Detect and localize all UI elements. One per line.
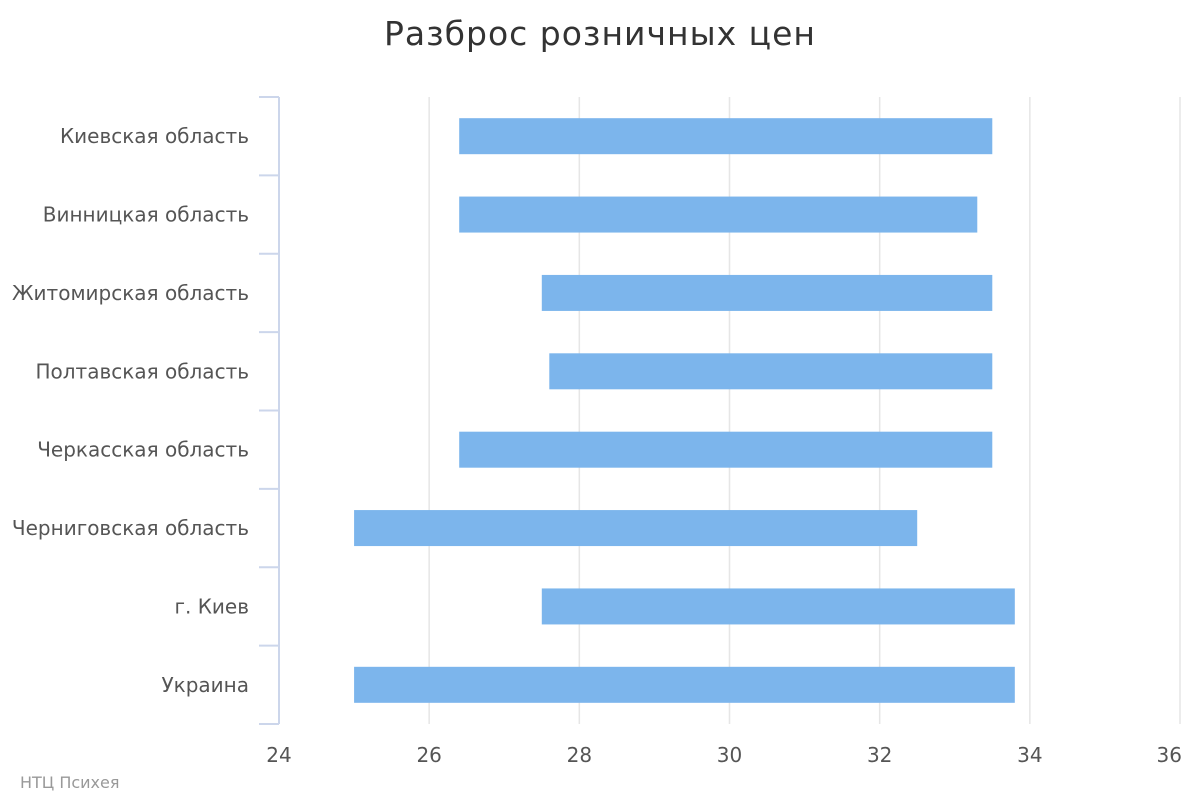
x-tick-label: 32: [867, 743, 892, 767]
category-label: г. Киев: [174, 594, 249, 618]
gridlines: [428, 97, 1181, 724]
category-label: Полтавская область: [35, 359, 249, 383]
category-labels: Киевская область Винницкая область Житомир…: [12, 124, 249, 697]
bar-7[interactable]: [354, 666, 1015, 703]
x-tick-label: 24: [266, 743, 291, 767]
value-axis-ticks: 24 26 28 30 32 34 36: [266, 743, 1182, 767]
bar-5[interactable]: [354, 510, 918, 547]
bar-0[interactable]: [459, 118, 993, 155]
x-tick-label: 36: [1157, 743, 1182, 767]
category-label: Киевская область: [60, 124, 249, 148]
category-label: Украина: [161, 673, 249, 697]
x-tick-label: 30: [717, 743, 742, 767]
category-label: Житомирская область: [12, 281, 249, 305]
category-label: Черкасская область: [37, 438, 249, 462]
x-tick-label: 28: [567, 743, 592, 767]
x-tick-label: 34: [1017, 743, 1042, 767]
category-axis: [259, 96, 280, 725]
bars: [354, 118, 1015, 703]
bar-4[interactable]: [459, 431, 993, 468]
chart-title: Разброс розничных цен: [384, 14, 816, 53]
bar-3[interactable]: [549, 353, 993, 390]
category-label: Винницкая область: [43, 203, 249, 227]
bar-2[interactable]: [541, 274, 993, 311]
bar-1[interactable]: [459, 196, 978, 233]
category-label: Черниговская область: [12, 516, 249, 540]
credits-text[interactable]: НТЦ Психея: [20, 773, 120, 792]
bar-6[interactable]: [541, 588, 1015, 625]
x-tick-label: 26: [416, 743, 441, 767]
